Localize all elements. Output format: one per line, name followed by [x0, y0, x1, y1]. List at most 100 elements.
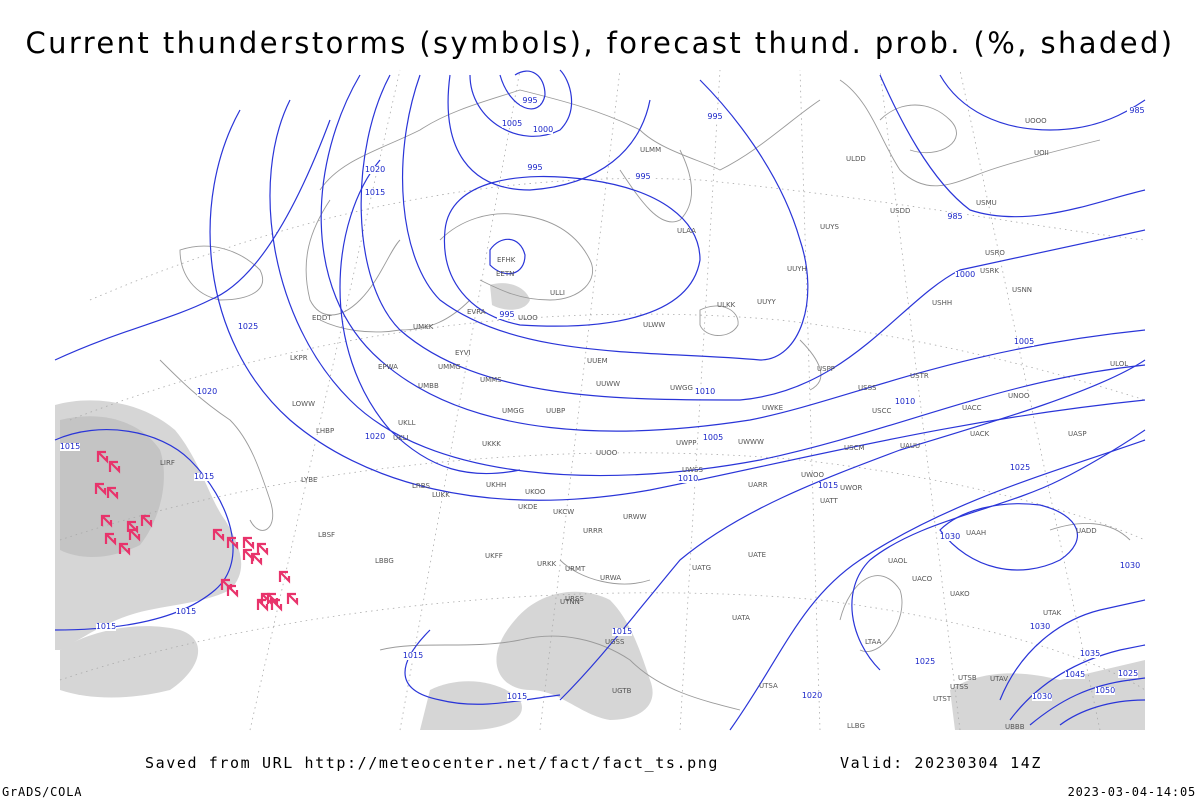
isobar-label: 1015	[194, 472, 214, 481]
station-code: LBSF	[318, 531, 335, 539]
station-code: USSS	[858, 384, 877, 392]
isobar-label: 1010	[895, 397, 915, 406]
station-code: ULKK	[717, 301, 736, 309]
station-code: USHH	[932, 299, 952, 307]
isobar-label-bg	[176, 608, 196, 616]
thunderstorm-symbol	[226, 536, 239, 550]
station-code: UUBP	[546, 407, 565, 415]
station-code: EETN	[496, 270, 514, 278]
station-code: UWOR	[840, 484, 863, 492]
thunderstorm-symbol	[140, 514, 153, 528]
thunderstorm-symbol	[96, 450, 109, 464]
isobar-label: 1015	[60, 442, 80, 451]
thunderstorm-symbol	[256, 598, 269, 612]
isobar-label-bg	[1095, 687, 1115, 695]
isobar-label-bg	[365, 433, 385, 441]
isobar-label: 1020	[197, 387, 217, 396]
station-code: URWW	[623, 513, 647, 521]
station-code: EFHK	[497, 256, 516, 264]
station-labels: EFHK EETN ULLI ULOO EVRA UMKK EDDT EYVI ULWW ULKK…	[160, 117, 1128, 731]
station-code: ULWW	[643, 321, 665, 329]
station-code: USNN	[1012, 286, 1032, 294]
isobar-label-bg	[818, 482, 838, 490]
credit: GrADS/COLA	[2, 785, 82, 799]
station-code: URWA	[600, 574, 621, 582]
isobar-label-bg	[533, 126, 553, 134]
thunderstorm-symbol	[256, 542, 269, 556]
station-code: UWKE	[762, 404, 783, 412]
station-code: UOOO	[1025, 117, 1047, 125]
isobar-label-bg	[895, 398, 915, 406]
station-code: LHBP	[316, 427, 334, 435]
thunderstorm-symbol	[212, 528, 225, 542]
station-code: EDDT	[312, 314, 332, 322]
isobar-label: 1030	[1030, 622, 1050, 631]
isobar-label: 1030	[1120, 561, 1140, 570]
isobar-label-bg	[678, 475, 698, 483]
isobar-label: 1045	[1065, 670, 1085, 679]
station-code: LLBG	[847, 722, 865, 730]
station-code: LOWW	[292, 400, 315, 408]
title: Current thunderstorms (symbols), forecas…	[25, 26, 1174, 60]
isobar-label-bg	[612, 628, 632, 636]
isobar-label-bg	[197, 388, 217, 396]
station-code: UWOO	[801, 471, 825, 479]
isobar-label: 1030	[1032, 692, 1052, 701]
station-code: USRK	[980, 267, 999, 275]
shaded-area	[60, 416, 164, 557]
isobar-label: 995	[635, 172, 650, 181]
isobar-label: 1000	[533, 125, 553, 134]
station-code: UKLI	[393, 434, 409, 442]
isobar-label: 1025	[915, 657, 935, 666]
station-code: UWPP	[676, 439, 697, 447]
station-code: EPWA	[378, 363, 398, 371]
station-code: UGTB	[612, 687, 632, 695]
isobar-label: 1020	[802, 691, 822, 700]
isobar-label-bg	[502, 120, 522, 128]
isobar-label: 995	[499, 310, 514, 319]
station-code: UATA	[732, 614, 750, 622]
isobar-label-bg	[955, 271, 975, 279]
station-code: UTNN	[560, 598, 580, 606]
isobar-label-bg	[194, 473, 214, 481]
station-code: UAUU	[900, 442, 920, 450]
isobar-label-bg	[403, 652, 423, 660]
station-code: UTSS	[950, 683, 969, 691]
station-code: UTSA	[759, 682, 778, 690]
thunderstorm-symbol	[286, 592, 299, 606]
thunderstorm-symbols	[94, 450, 299, 612]
isobar-label: 995	[522, 96, 537, 105]
map-frame: 995 1005 1000 995 995 995 1020 1015 1025 995 1020 1…	[54, 69, 1147, 731]
station-code: EVRA	[467, 308, 486, 316]
isobar-label-bg	[1120, 562, 1140, 570]
isobar-label-bg	[695, 388, 715, 396]
isobar-label: 985	[1129, 106, 1144, 115]
isobar-label-bg	[705, 113, 725, 121]
shaded-area	[496, 591, 653, 720]
isobar-label: 1015	[365, 188, 385, 197]
isobar-label-bg	[1118, 670, 1138, 678]
thunderstorm-symbol	[108, 460, 121, 474]
station-code: LYBE	[301, 476, 317, 484]
station-code: UKOO	[525, 488, 546, 496]
station-code: URRR	[583, 527, 603, 535]
station-code: ULAA	[677, 227, 696, 235]
station-code: UATG	[692, 564, 711, 572]
station-code: ULLI	[550, 289, 565, 297]
station-code: LTAA	[865, 638, 882, 646]
thunderstorm-symbol	[270, 598, 283, 612]
isobar-label: 1015	[96, 622, 116, 631]
station-code: UAAH	[966, 529, 986, 537]
station-code: LKPR	[290, 354, 308, 362]
station-code: ULOO	[518, 314, 538, 322]
station-code: UATE	[748, 551, 766, 559]
isobar-label-bg	[1032, 693, 1052, 701]
station-code: ULDD	[846, 155, 866, 163]
isobar-label: 1005	[1014, 337, 1034, 346]
isobar-label-bg	[365, 166, 385, 174]
station-code: UARR	[748, 481, 768, 489]
valid-time: Valid: 20230304 14Z	[840, 754, 1042, 772]
graticule	[59, 69, 1146, 731]
isobar-label: 1025	[238, 322, 258, 331]
